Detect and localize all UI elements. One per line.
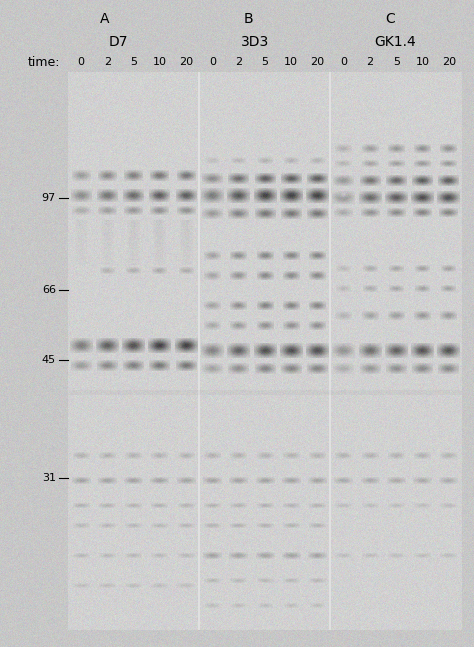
Text: D7: D7 (108, 35, 128, 49)
Text: 5: 5 (393, 57, 400, 67)
Text: 20: 20 (442, 57, 456, 67)
Text: 10: 10 (153, 57, 167, 67)
Text: B: B (243, 12, 253, 26)
Text: 66: 66 (42, 285, 56, 295)
Text: 2: 2 (366, 57, 374, 67)
Text: 20: 20 (310, 57, 325, 67)
Text: 3D3: 3D3 (241, 35, 269, 49)
Text: 0: 0 (209, 57, 216, 67)
Text: 97: 97 (42, 193, 56, 203)
Text: 10: 10 (284, 57, 298, 67)
Text: 0: 0 (78, 57, 85, 67)
Text: 5: 5 (130, 57, 137, 67)
Text: GK1.4: GK1.4 (374, 35, 416, 49)
Text: 2: 2 (235, 57, 242, 67)
Text: C: C (385, 12, 395, 26)
Text: 20: 20 (179, 57, 193, 67)
Text: 5: 5 (262, 57, 268, 67)
Text: time:: time: (28, 56, 61, 69)
Text: 45: 45 (42, 355, 56, 365)
Text: 2: 2 (104, 57, 111, 67)
Text: 0: 0 (340, 57, 347, 67)
Text: A: A (100, 12, 110, 26)
Text: 31: 31 (42, 473, 56, 483)
Text: 10: 10 (416, 57, 429, 67)
